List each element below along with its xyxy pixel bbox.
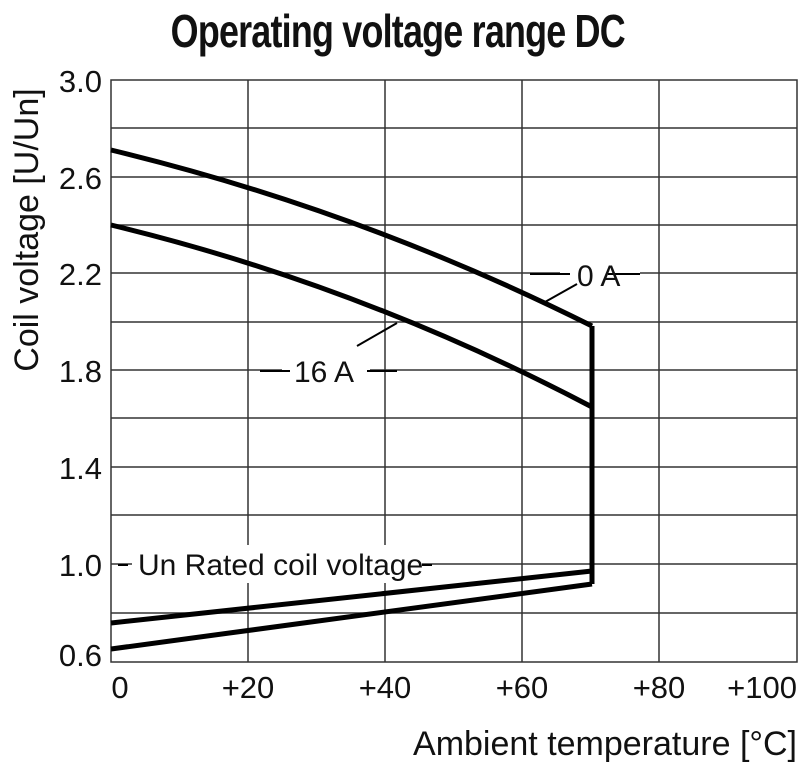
y-tick: 1.0 — [59, 548, 102, 583]
y-tick: 2.2 — [59, 257, 102, 292]
curve-min-lower — [110, 581, 593, 652]
plot-frame — [110, 79, 798, 663]
y-tick: 0.6 — [59, 638, 102, 673]
x-tick: +20 — [222, 670, 275, 705]
leaders — [118, 273, 640, 566]
y-tick: 3.0 — [59, 64, 102, 99]
curve-0a — [110, 147, 594, 329]
x-tick: +80 — [633, 670, 686, 705]
y-tick: 1.8 — [59, 354, 102, 389]
curve-min-upper — [110, 568, 593, 626]
x-tick: 0 — [111, 670, 128, 705]
x-axis-ticks: 0 +20 +40 +60 +80 +100 — [111, 670, 797, 705]
annotation-0a: 0 A — [577, 260, 620, 293]
y-axis-label: Coil voltage [U/Un] — [8, 88, 46, 371]
x-tick: +40 — [359, 670, 412, 705]
chart-title: Operating voltage range DC — [170, 5, 626, 57]
y-tick: 1.4 — [59, 451, 102, 486]
x-tick: +60 — [496, 670, 549, 705]
annotation-rated-voltage: Un Rated coil voltage — [138, 549, 423, 582]
y-tick: 2.6 — [59, 161, 102, 196]
y-axis-ticks: 3.0 2.6 2.2 1.8 1.4 1.0 0.6 — [59, 64, 102, 673]
x-axis-label: Ambient temperature [°C] — [413, 725, 797, 763]
curve-16a — [110, 222, 594, 410]
x-tick: +100 — [727, 670, 797, 705]
annotation-16a: 16 A — [294, 356, 354, 389]
curves — [110, 147, 595, 652]
